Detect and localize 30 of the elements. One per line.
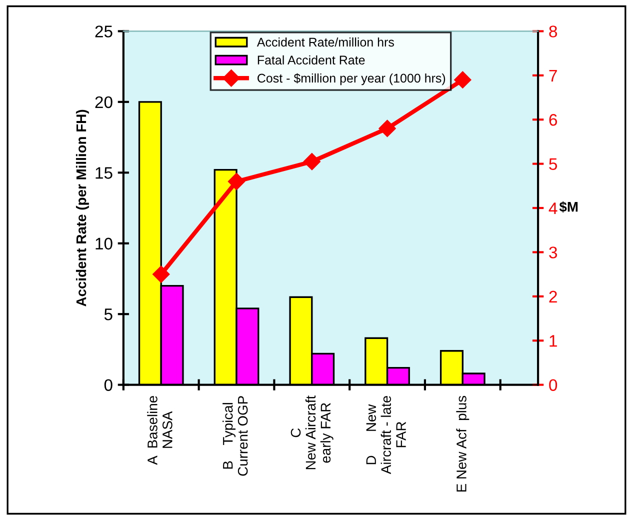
y2-tick-label: 2 bbox=[549, 290, 557, 302]
y-tick-label: 10 bbox=[96, 238, 112, 250]
y-tick-label: 0 bbox=[104, 379, 112, 392]
legend-label: Fatal Accident Rate bbox=[258, 55, 365, 65]
y2-tick-label: 0 bbox=[549, 379, 558, 392]
x-tick-label: A Baseline NASA bbox=[147, 396, 172, 465]
y2-tick-label: 7 bbox=[549, 70, 557, 82]
x-tick-label: C New Aircraft early FAR bbox=[290, 396, 334, 470]
y-axis-title: Accident Rate (per Million FH) bbox=[76, 110, 89, 306]
point bbox=[378, 120, 396, 137]
legend-label: Cost - $million per year (1000 hrs) bbox=[258, 73, 446, 86]
y2-tick-label: 8 bbox=[549, 26, 558, 38]
y2-tick-label: 4 bbox=[548, 202, 558, 214]
y-tick-label: 25 bbox=[95, 26, 112, 38]
x-tick-label: D New Aircraft - late FAR bbox=[366, 396, 406, 474]
legend-label: Accident Rate/million hrs bbox=[256, 37, 394, 47]
y-tick-label: 15 bbox=[96, 167, 112, 179]
point bbox=[454, 71, 472, 88]
y-tick-label: 20 bbox=[95, 96, 112, 108]
y2-tick-label: 1 bbox=[550, 335, 557, 347]
point bbox=[228, 172, 246, 190]
y2-tick-label: 6 bbox=[549, 114, 558, 126]
y-tick-label: 5 bbox=[104, 308, 112, 320]
y2-axis-title: $M bbox=[559, 201, 578, 213]
y2-tick-label: 5 bbox=[549, 158, 558, 170]
x-tick-label: E New Acf plus bbox=[456, 396, 470, 492]
y2-tick-label: 3 bbox=[549, 246, 558, 258]
x-tick-label: B Typical Current OGP bbox=[222, 396, 248, 476]
point bbox=[303, 153, 320, 170]
point bbox=[152, 266, 170, 283]
